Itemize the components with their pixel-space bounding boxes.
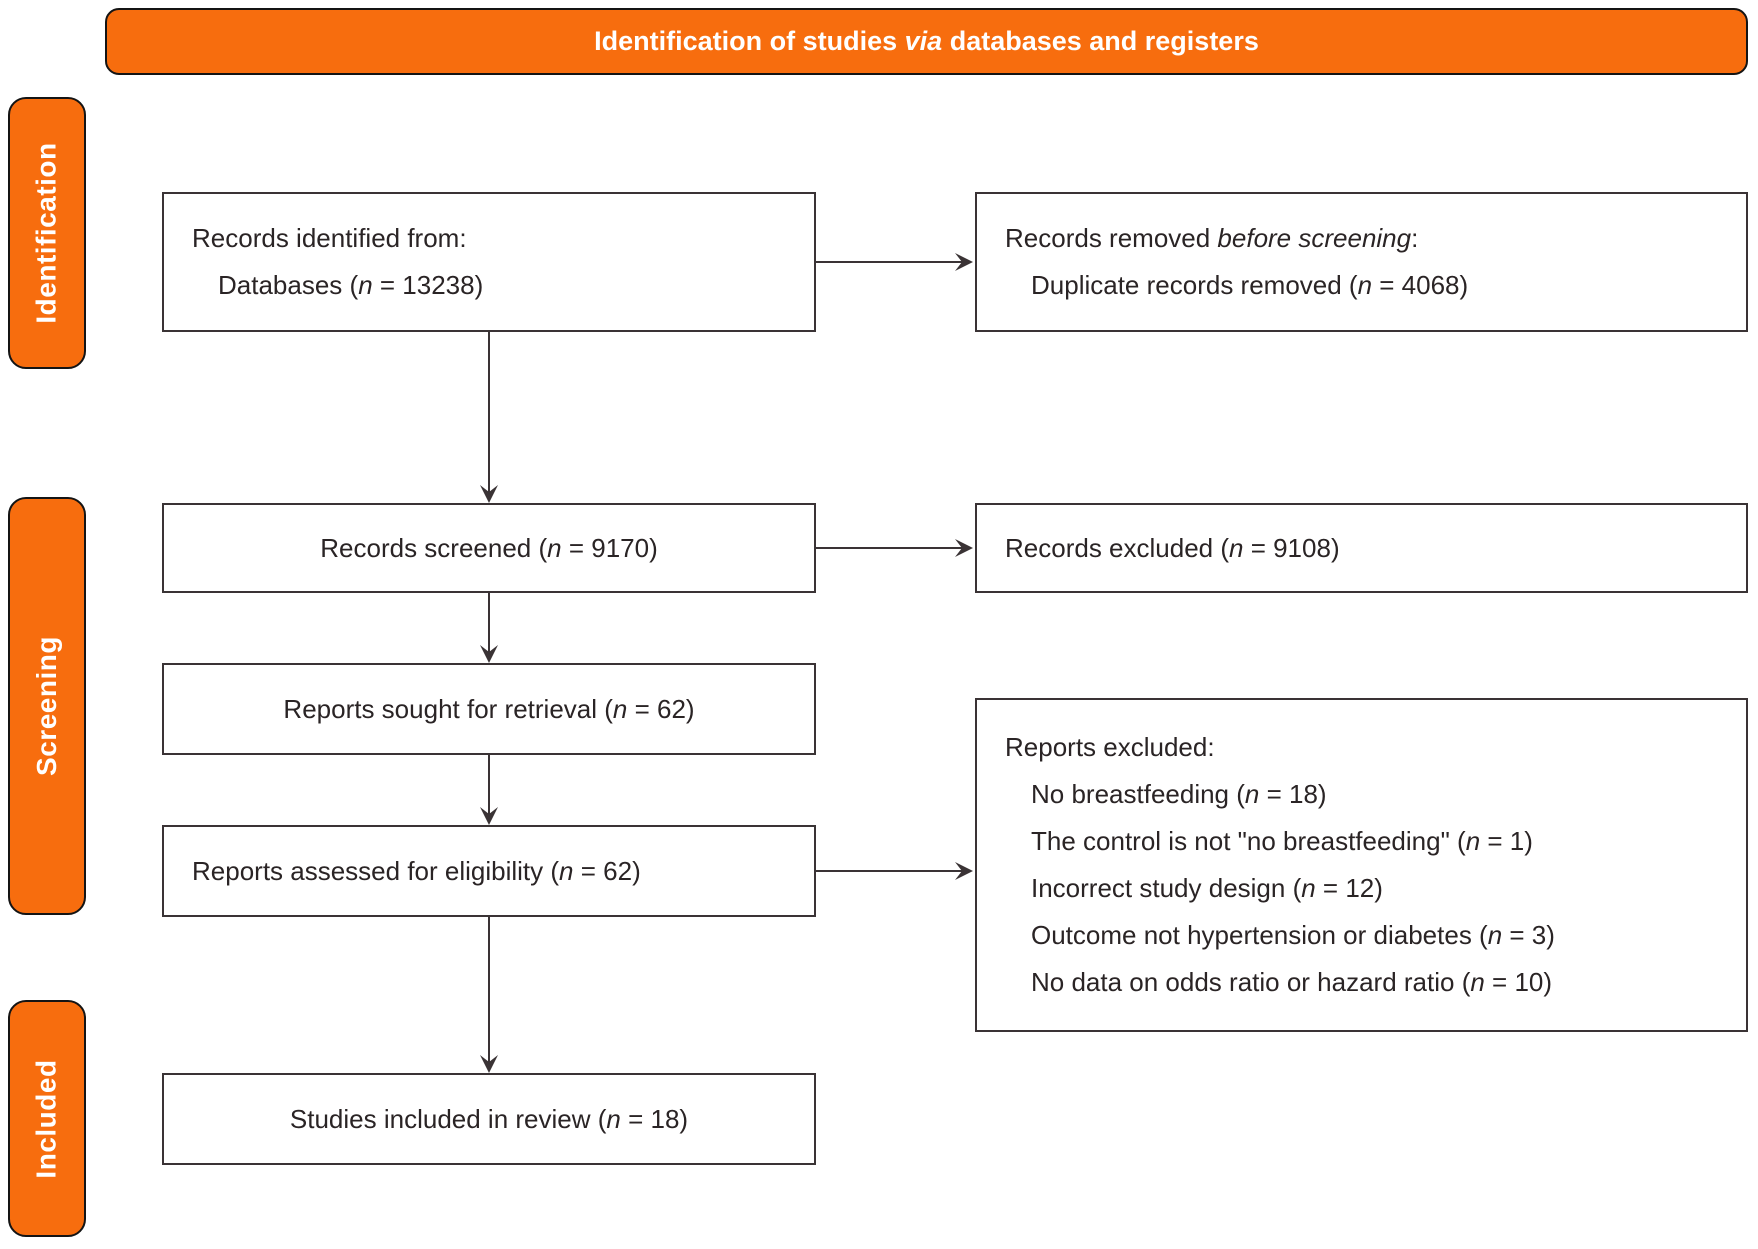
text-line: Outcome not hypertension or diabetes (n …: [1031, 920, 1555, 950]
arrow-assessed-to-included: [480, 917, 498, 1073]
records-screened-box: Records screened (n = 9170): [162, 503, 816, 593]
text-line: Reports assessed for eligibility (n = 62…: [192, 855, 641, 886]
stage-label-included: Included: [8, 1000, 86, 1237]
arrow-identified-to-removed: [816, 253, 973, 271]
stage-label-screening-text: Screening: [31, 636, 63, 776]
text-line: Records removed before screening:: [1005, 223, 1419, 253]
stage-label-identification-text: Identification: [31, 142, 63, 324]
reports-assessed-box: Reports assessed for eligibility (n = 62…: [162, 825, 816, 917]
stage-label-included-text: Included: [31, 1058, 62, 1179]
text-line: Records excluded (n = 9108): [1005, 532, 1340, 563]
text-line: Reports sought for retrieval (n = 62): [283, 693, 695, 724]
header-title: Identification of studies via databases …: [594, 26, 1259, 56]
arrow-screened-to-excluded: [816, 539, 973, 557]
text-line: Reports excluded:: [1005, 732, 1215, 762]
arrow-sought-to-assessed: [480, 755, 498, 825]
stage-label-screening: Screening: [8, 497, 86, 915]
text-line: Databases (n = 13238): [218, 270, 484, 300]
header-banner: Identification of studies via databases …: [105, 8, 1748, 75]
records-removed-box: Records removed before screening: Duplica…: [975, 192, 1748, 332]
text-line: Studies included in review (n = 18): [289, 1103, 689, 1134]
records-identified-box: Records identified from: Databases (n = 1…: [162, 192, 816, 332]
text-line: Incorrect study design (n = 12): [1031, 873, 1383, 903]
arrow-screened-to-sought: [480, 593, 498, 663]
studies-included-box: Studies included in review (n = 18): [162, 1073, 816, 1165]
text-line: The control is not "no breastfeeding" (n…: [1031, 826, 1533, 856]
text-line: No data on odds ratio or hazard ratio (n…: [1031, 967, 1553, 997]
arrow-assessed-to-reports-excluded: [816, 862, 973, 880]
text-line: Duplicate records removed (n = 4068): [1031, 270, 1469, 300]
stage-label-identification: Identification: [8, 97, 86, 369]
text-line: Records identified from:: [192, 223, 467, 253]
reports-excluded-box: Reports excluded: No breastfeeding (n = 1…: [975, 698, 1748, 1032]
text-line: Records screened (n = 9170): [320, 532, 658, 563]
reports-sought-box: Reports sought for retrieval (n = 62): [162, 663, 816, 755]
arrow-identified-to-screened: [480, 332, 498, 503]
records-excluded-box: Records excluded (n = 9108): [975, 503, 1748, 593]
text-line: No breastfeeding (n = 18): [1031, 779, 1327, 809]
